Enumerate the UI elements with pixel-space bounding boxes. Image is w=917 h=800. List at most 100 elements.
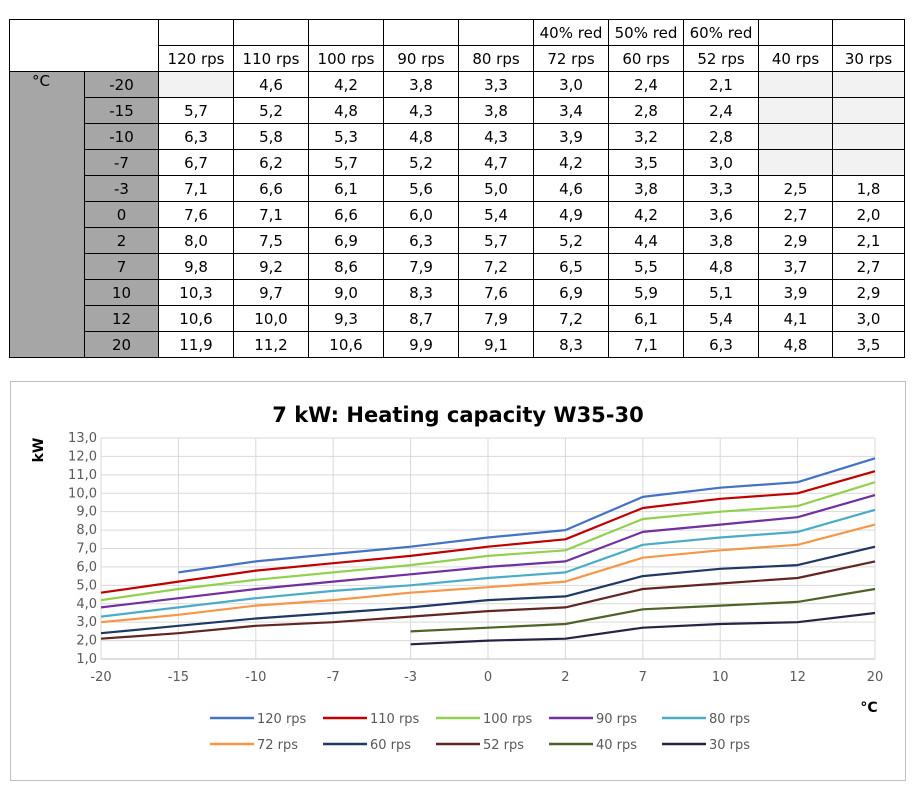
capacity-value-cell: 1,8 — [832, 175, 905, 202]
y-tick-label: 7,0 — [76, 542, 97, 557]
legend-label: 60 rps — [370, 738, 411, 753]
capacity-value-cell: 4,8 — [758, 331, 833, 358]
capacity-value-cell: 5,4 — [683, 305, 759, 332]
capacity-value-cell: 5,6 — [383, 175, 459, 202]
x-tick-label: -3 — [404, 670, 417, 685]
reduction-header-cell: 40% red — [533, 19, 609, 46]
reduction-header-cell: 50% red — [608, 19, 684, 46]
capacity-value-cell: 3,5 — [832, 331, 905, 358]
table-row: -7 6,7 6,2 5,7 5,2 4,7 4,2 3,5 3,0 — [10, 149, 905, 176]
y-tick-label: 11,0 — [68, 468, 97, 483]
capacity-value-cell: 4,2 — [608, 201, 684, 228]
capacity-value-cell: 6,0 — [383, 201, 459, 228]
speed-header-cell: 60 rps — [608, 45, 684, 72]
table-row: -15 5,7 5,2 4,8 4,3 3,8 3,4 2,8 2,4 — [10, 97, 905, 124]
capacity-value-cell: 2,8 — [608, 97, 684, 124]
reduction-header-cell — [758, 19, 833, 46]
legend-item: 60 rps — [323, 738, 411, 753]
capacity-value-cell: 7,6 — [158, 201, 234, 228]
unit-label-cell: °C — [9, 71, 85, 358]
table-row: -3 7,1 6,6 6,1 5,6 5,0 4,6 3,8 3,3 2,5 1,8 — [10, 175, 905, 202]
capacity-table-container: 40% red 50% red 60% red 120 rps 110 rps 100 r… — [9, 19, 905, 358]
x-tick-labels: -20 -15 -10 -7 -3 0 2 7 10 12 20 — [90, 670, 883, 685]
capacity-value-cell: 4,3 — [458, 123, 534, 150]
capacity-value-cell: 7,6 — [458, 279, 534, 306]
legend-item: 120 rps — [210, 712, 307, 727]
capacity-value-cell: 2,4 — [608, 71, 684, 98]
capacity-value-cell: 11,2 — [233, 331, 309, 358]
capacity-value-cell: 8,7 — [383, 305, 459, 332]
y-tick-label: 1,0 — [76, 652, 97, 667]
capacity-value-cell: 7,9 — [458, 305, 534, 332]
reduction-header-cell — [233, 19, 309, 46]
capacity-value-cell: 7,2 — [458, 253, 534, 280]
capacity-value-cell: 2,9 — [758, 227, 833, 254]
capacity-value-cell: 7,1 — [608, 331, 684, 358]
capacity-value-cell: 6,1 — [608, 305, 684, 332]
capacity-value-cell: 9,3 — [308, 305, 384, 332]
capacity-value-cell: 4,2 — [533, 149, 609, 176]
legend-item: 110 rps — [323, 712, 420, 727]
capacity-value-cell: 3,8 — [608, 175, 684, 202]
capacity-value-cell: 2,0 — [832, 201, 905, 228]
temperature-cell: 0 — [84, 201, 159, 228]
x-tick-label: 7 — [639, 670, 647, 685]
reduction-header-cell — [308, 19, 384, 46]
x-tick-label: 20 — [867, 670, 884, 685]
capacity-value-cell: 5,9 — [608, 279, 684, 306]
capacity-value-cell: 8,3 — [383, 279, 459, 306]
capacity-value-cell: 5,2 — [533, 227, 609, 254]
y-tick-label: 6,0 — [76, 560, 97, 575]
x-tick-label: -20 — [90, 670, 111, 685]
speed-header-cell: 120 rps — [158, 45, 234, 72]
legend-item: 40 rps — [549, 738, 637, 753]
capacity-value-cell: 3,8 — [683, 227, 759, 254]
capacity-value-cell: 9,2 — [233, 253, 309, 280]
capacity-value-cell: 8,6 — [308, 253, 384, 280]
capacity-value-cell: 3,5 — [608, 149, 684, 176]
x-tick-label: 12 — [789, 670, 806, 685]
series-line-110-rps — [100, 470, 876, 594]
table-row: 10 10,3 9,7 9,0 8,3 7,6 6,9 5,9 5,1 3,9 2,9 — [10, 279, 905, 306]
reduction-header-cell — [158, 19, 234, 46]
capacity-value-cell: 2,5 — [758, 175, 833, 202]
capacity-value-cell: 2,4 — [683, 97, 759, 124]
capacity-value-cell: 4,4 — [608, 227, 684, 254]
y-tick-label: 4,0 — [76, 597, 97, 612]
legend-item: 80 rps — [662, 712, 750, 727]
capacity-value-cell: 6,9 — [533, 279, 609, 306]
capacity-value-cell: 3,0 — [683, 149, 759, 176]
capacity-value-cell: 5,2 — [233, 97, 309, 124]
legend-label: 80 rps — [709, 712, 750, 727]
capacity-value-cell: 2,7 — [832, 253, 905, 280]
capacity-value-cell: 3,3 — [683, 175, 759, 202]
capacity-value-cell: 4,1 — [758, 305, 833, 332]
chart-container: 7 kW: Heating capacity W35-30 kW °C 1,0 2… — [10, 381, 906, 781]
capacity-value-cell: 6,6 — [308, 201, 384, 228]
legend-label: 110 rps — [370, 712, 420, 727]
y-tick-label: 8,0 — [76, 523, 97, 538]
capacity-value-cell: 9,0 — [308, 279, 384, 306]
legend-item: 30 rps — [662, 738, 750, 753]
series-line-60-rps — [100, 545, 876, 635]
temperature-cell: 10 — [84, 279, 159, 306]
capacity-value-cell: 4,2 — [308, 71, 384, 98]
capacity-value-cell — [758, 97, 833, 124]
legend-item: 90 rps — [549, 712, 637, 727]
series-line-90-rps — [100, 494, 876, 609]
y-tick-label: 9,0 — [76, 505, 97, 520]
capacity-value-cell: 3,4 — [533, 97, 609, 124]
temperature-cell: 12 — [84, 305, 159, 332]
y-tick-label: 13,0 — [68, 431, 97, 446]
capacity-value-cell: 6,1 — [308, 175, 384, 202]
capacity-value-cell — [758, 71, 833, 98]
speed-header-cell: 30 rps — [832, 45, 905, 72]
reduction-header-cell: 60% red — [683, 19, 759, 46]
capacity-value-cell: 4,9 — [533, 201, 609, 228]
capacity-value-cell: 5,8 — [233, 123, 309, 150]
capacity-value-cell: 2,8 — [683, 123, 759, 150]
capacity-value-cell: 2,7 — [758, 201, 833, 228]
table-corner-cell — [9, 19, 159, 72]
capacity-value-cell: 11,9 — [158, 331, 234, 358]
capacity-value-cell: 2,9 — [832, 279, 905, 306]
